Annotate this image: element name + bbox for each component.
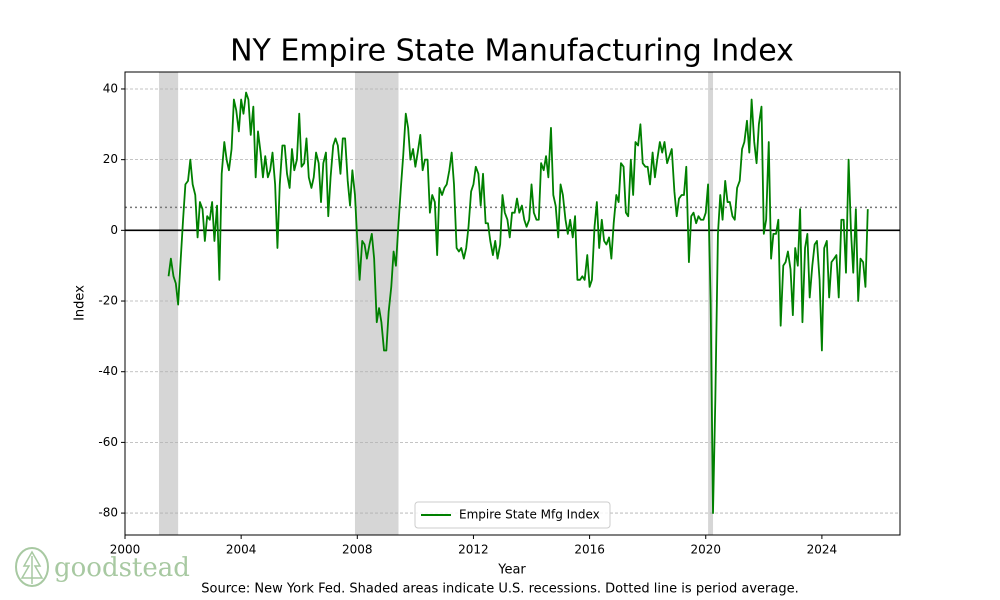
brand-name: goodstead xyxy=(54,553,190,583)
recession-band xyxy=(158,72,179,535)
x-tick-label: 2024 xyxy=(807,543,838,557)
y-tick-label: 40 xyxy=(103,81,118,95)
x-tick-label: 2012 xyxy=(458,543,489,557)
source-note: Source: New York Fed. Shaded areas indic… xyxy=(201,582,798,597)
y-axis-label: Index xyxy=(73,285,88,321)
brand-logo: goodstead xyxy=(15,547,190,587)
x-axis-label: Year xyxy=(497,563,526,578)
legend-box xyxy=(414,501,611,529)
x-tick-label: 2000 xyxy=(110,543,141,557)
chart-title: NY Empire State Manufacturing Index xyxy=(230,34,794,69)
plot-frame xyxy=(124,71,901,536)
x-tick-label: 2004 xyxy=(226,543,257,557)
y-tick-label: -80 xyxy=(98,506,118,520)
data-line xyxy=(167,91,869,514)
legend-label: Empire State Mfg Index xyxy=(459,508,600,522)
y-tick-label: -60 xyxy=(98,435,118,449)
x-tick-label: 2008 xyxy=(342,543,373,557)
y-tick-label: -40 xyxy=(98,364,118,378)
x-tick-label: 2020 xyxy=(690,543,721,557)
y-tick-label: 0 xyxy=(110,223,118,237)
y-tick-label: -20 xyxy=(98,294,118,308)
y-tick-label: 20 xyxy=(103,152,118,166)
x-tick-label: 2016 xyxy=(574,543,605,557)
legend: Empire State Mfg Index xyxy=(414,501,611,529)
